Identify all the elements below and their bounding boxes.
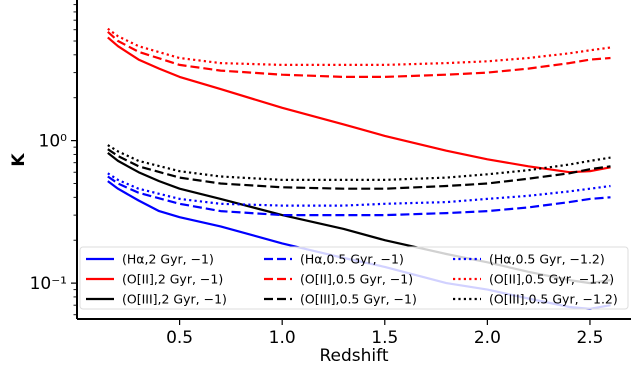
series-layer: [107, 27, 611, 310]
y-tick-label-1: 10⁰: [39, 132, 68, 152]
legend-frame: [79, 246, 629, 310]
series-line-1: [107, 36, 611, 174]
axes: [76, 0, 631, 320]
legend-label-0: (Hα,2 Gyr, −1): [122, 252, 214, 267]
series-line-4: [107, 30, 611, 79]
x-tick-label-4: 2.5: [576, 328, 603, 348]
legend-label-8: (O[III],0.5 Gyr, −1.2): [489, 292, 618, 307]
series-line-7: [107, 27, 611, 67]
x-tick-label-1: 1.0: [269, 328, 296, 348]
x-axis-label: Redshift: [319, 346, 388, 366]
legend-label-3: (Hα,0.5 Gyr, −1): [300, 252, 404, 267]
legend-label-1: (O[II],2 Gyr, −1): [122, 272, 223, 287]
ticks: 0.5 1.0 1.5 2.0 2.5 10⁻¹ 10⁰: [30, 4, 603, 348]
legend: (Hα,2 Gyr, −1) (O[II],2 Gyr, −1) (O[III],2…: [79, 246, 629, 310]
series-line-6: [107, 172, 611, 207]
y-tick-label-0: 10⁻¹: [30, 274, 67, 294]
series-line-3: [107, 175, 611, 217]
legend-label-6: (Hα,0.5 Gyr, −1.2): [489, 252, 605, 267]
y-axis-label: K: [9, 153, 29, 167]
legend-label-4: (O[II],0.5 Gyr, −1): [300, 272, 413, 287]
x-tick-label-0: 0.5: [166, 328, 193, 348]
x-tick-label-3: 2.0: [474, 328, 501, 348]
legend-label-7: (O[II],0.5 Gyr, −1.2): [489, 272, 614, 287]
series-line-8: [107, 144, 611, 181]
legend-label-2: (O[III],2 Gyr, −1): [122, 292, 227, 307]
x-tick-label-2: 1.5: [371, 328, 398, 348]
series-line-5: [107, 148, 611, 190]
legend-label-5: (O[III],0.5 Gyr, −1): [300, 292, 417, 307]
